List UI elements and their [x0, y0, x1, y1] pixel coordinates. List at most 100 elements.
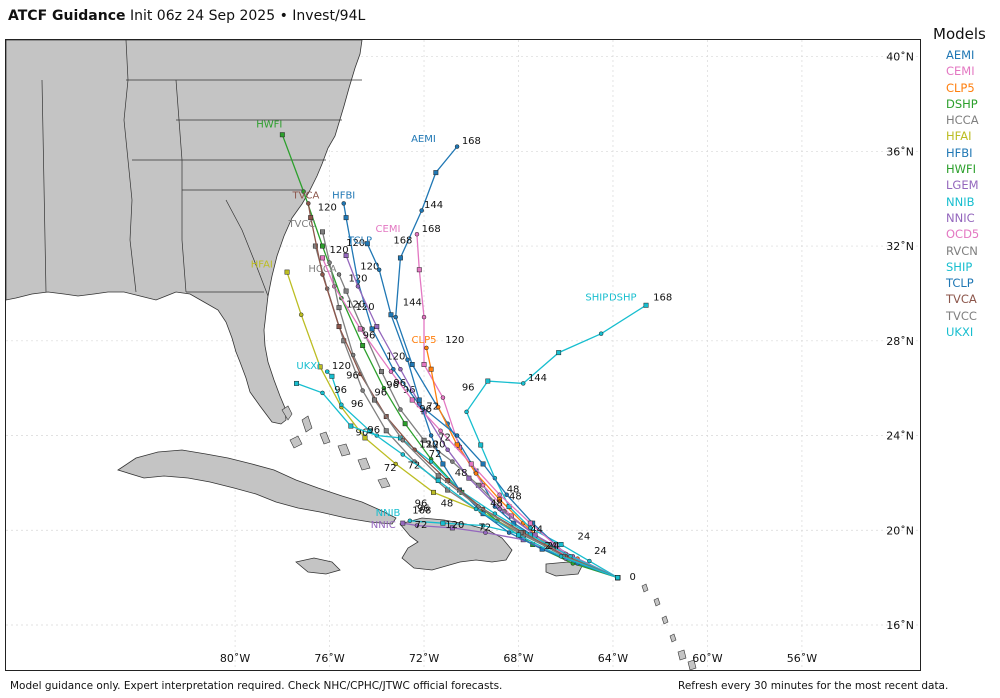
legend-item-rvcn[interactable]: RVCN: [946, 243, 978, 258]
legend-item-lgem[interactable]: LGEM: [946, 178, 979, 193]
lat-tick-label: 28˚N: [886, 335, 914, 348]
forecast-hour-label: 72: [415, 520, 428, 531]
legend-item-nnib[interactable]: NNIB: [946, 194, 975, 209]
track-point: [393, 461, 398, 467]
footer-disclaimer: Model guidance only. Expert interpretati…: [10, 680, 503, 692]
forecast-hour-label: 44: [530, 525, 543, 536]
track-lgem[interactable]: 120: [343, 253, 621, 581]
model-name-label: HFBI: [332, 191, 355, 202]
bahamas: [281, 405, 391, 489]
legend-item-ship[interactable]: SHIP: [946, 259, 973, 274]
forecast-hour-label: 48: [509, 491, 522, 502]
track-tvcc[interactable]: TVCC 96: [287, 219, 621, 581]
track-point: [381, 385, 387, 391]
track-point: [405, 357, 410, 362]
forecast-hour-label: 24: [547, 541, 560, 552]
model-name-label: HWFI: [256, 120, 282, 131]
forecast-hour-label: 96: [403, 385, 416, 396]
legend-item-tclp[interactable]: TCLP: [946, 276, 974, 291]
forecast-hour-label: 96: [393, 378, 406, 389]
track-point: [393, 314, 398, 320]
forecast-hour-label: 144: [528, 373, 547, 384]
forecast-hour-label: 96: [351, 399, 364, 410]
track-point: [414, 231, 420, 237]
track-point: [306, 201, 311, 206]
track-hfbi[interactable]: HFBI 120: [332, 191, 621, 581]
track-point: [421, 362, 427, 367]
legend-item-hfai[interactable]: HFAI: [946, 129, 972, 144]
track-point: [450, 459, 455, 464]
track-point: [388, 312, 394, 318]
legend-item-tvca[interactable]: TVCA: [946, 292, 977, 307]
track-point: [556, 350, 562, 356]
legend-item-nnic[interactable]: NNIC: [946, 210, 975, 225]
model-name-label: HFAI: [251, 259, 273, 270]
guidance-map[interactable]: AEMI 168 144 CEMI 168 96 CLP5 120 DSHP 168 144 HCCA…: [5, 39, 921, 671]
track-point: [598, 331, 604, 336]
track-point: [480, 483, 486, 488]
lat-tick-label: 20˚N: [886, 524, 914, 537]
legend-item-hwfi[interactable]: HWFI: [946, 162, 977, 177]
track-point: [398, 366, 403, 372]
legend-item-ukxi[interactable]: UKXI: [946, 325, 974, 340]
lat-tick-label: 32˚N: [886, 240, 914, 253]
forecast-hour-label: 168: [393, 236, 412, 247]
track-point: [506, 530, 512, 535]
track-point: [438, 428, 443, 434]
forecast-hour-label: 24: [594, 546, 607, 557]
model-name-label: UKXI: [296, 361, 320, 372]
track-point: [435, 404, 441, 410]
track-point: [400, 520, 406, 526]
track-aemi[interactable]: AEMI 168 144: [393, 134, 621, 581]
legend-item-cemi[interactable]: CEMI: [946, 64, 975, 79]
track-point: [416, 397, 422, 403]
track-dshp[interactable]: DSHP 168 144: [464, 293, 673, 581]
track-point: [339, 402, 344, 407]
track-line: [307, 203, 618, 579]
legend-item-tvcc[interactable]: TVCC: [946, 308, 977, 323]
cuba: [117, 449, 397, 525]
track-point: [336, 272, 342, 277]
lon-tick-label: 56˚W: [787, 652, 817, 665]
forecast-hour-label: 96: [417, 503, 430, 514]
track-point: [485, 378, 491, 384]
model-name-label: CLP5: [412, 335, 437, 346]
track-point: [558, 542, 564, 547]
legend-item-dshp[interactable]: DSHP: [946, 96, 978, 111]
track-point: [308, 215, 314, 221]
track-point: [504, 492, 509, 497]
model-name-label: AEMI: [411, 134, 436, 145]
lat-tick-label: 40˚N: [886, 51, 914, 64]
model-name-label: TCLP: [347, 236, 372, 247]
track-point: [454, 442, 460, 448]
track-point: [435, 473, 441, 479]
track-point: [341, 201, 346, 206]
legend-item-hfbi[interactable]: HFBI: [946, 145, 973, 160]
track-ukxi[interactable]: UKXI 120 96: [296, 361, 621, 581]
track-point: [301, 189, 306, 194]
forecast-hour-label: 72: [426, 401, 439, 412]
track-point: [364, 241, 370, 247]
legend-item-aemi[interactable]: AEMI: [946, 48, 975, 62]
track-point: [440, 461, 446, 467]
lon-tick-label: 76˚W: [314, 652, 344, 665]
track-point: [421, 314, 427, 320]
forecast-hour-label: 120: [332, 361, 351, 372]
track-point: [480, 523, 486, 528]
track-point: [428, 366, 434, 372]
lon-tick-label: 64˚W: [598, 652, 628, 665]
forecast-hour-label: 24: [578, 532, 591, 543]
forecast-hour-label: 120: [346, 300, 365, 311]
track-point: [478, 442, 484, 448]
forecast-hour-label: 96: [367, 425, 380, 436]
track-point: [516, 532, 521, 538]
forecast-hour-label: 96: [419, 404, 432, 415]
legend-item-ocd5[interactable]: OCD5: [946, 227, 980, 242]
lon-tick-label: 60˚W: [692, 652, 722, 665]
forecast-hour-label: 144: [403, 297, 422, 308]
track-point: [528, 525, 533, 531]
legend-item-clp5[interactable]: CLP5: [946, 80, 975, 95]
legend-item-hcca[interactable]: HCCA: [946, 113, 979, 128]
track-point: [416, 267, 422, 273]
